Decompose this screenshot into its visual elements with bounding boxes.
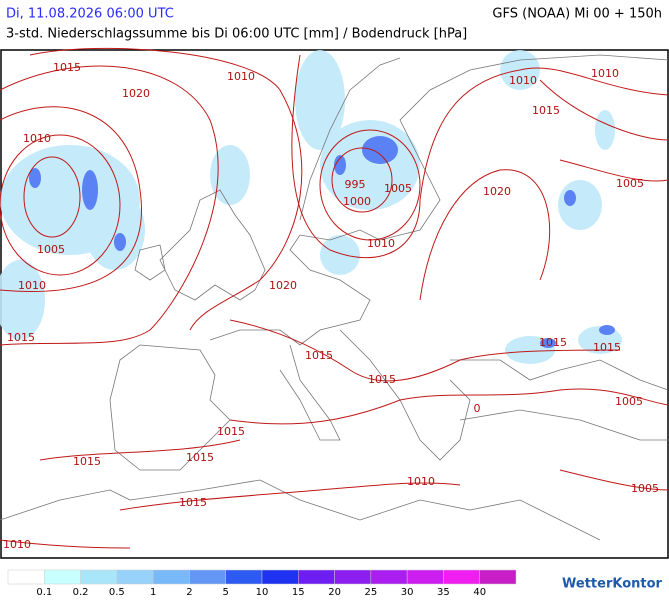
isobar-label: 1010	[23, 132, 51, 145]
isobar-label: 1015	[217, 425, 245, 438]
isobar-label: 1000	[343, 195, 371, 208]
legend-swatch	[225, 569, 263, 585]
header-model: GFS (NOAA) Mi 00 + 150h	[492, 7, 662, 22]
header-subtitle: 3-std. Niederschlagssumme bis Di 06:00 U…	[6, 27, 467, 42]
legend-swatch	[334, 569, 372, 585]
legend-label: 35	[437, 587, 450, 598]
legend-label: 0.1	[36, 587, 52, 598]
isobar-label: 1005	[616, 177, 644, 190]
isobar-label: 1005	[631, 482, 659, 495]
legend-swatch	[298, 569, 335, 585]
legend-swatch	[261, 569, 299, 585]
isobar-label: 1020	[483, 185, 511, 198]
legend: 0.1 0.2 0.5 1 2 5 10 15 20 25 30 35 40	[7, 569, 517, 598]
isobar-label: 1010	[367, 237, 395, 250]
isobar-label: 1010	[509, 74, 537, 87]
legend-label: 25	[364, 587, 377, 598]
legend-label: 15	[292, 587, 305, 598]
isobar-label: 995	[345, 178, 366, 191]
legend-label: 20	[328, 587, 341, 598]
legend-swatch	[370, 569, 408, 585]
legend-label: 10	[256, 587, 269, 598]
legend-label: 5	[223, 587, 229, 598]
isobar-label: 1020	[269, 279, 297, 292]
isobar-label: 1010	[18, 279, 46, 292]
legend-swatch	[7, 569, 45, 585]
legend-swatch	[479, 569, 517, 585]
map-area: 1015 1010 1020 1010 1005 1010 1015 1010 1010 1015…	[0, 47, 669, 559]
legend-swatch	[406, 569, 444, 585]
legend-label: 0.5	[109, 587, 125, 598]
isobar-label: 0	[474, 402, 481, 415]
precipitation-heavy	[29, 136, 615, 348]
isobar-label: 1010	[591, 67, 619, 80]
legend-label: 30	[401, 587, 414, 598]
legend-label: 40	[473, 587, 486, 598]
legend-label: 0.2	[73, 587, 89, 598]
legend-swatch	[116, 569, 154, 585]
isobar-label: 1015	[368, 373, 396, 386]
isobar-label: 1005	[615, 395, 643, 408]
isobar-label: 1005	[384, 182, 412, 195]
isobars	[0, 47, 669, 549]
coastlines	[0, 54, 669, 541]
isobar-label: 1015	[539, 336, 567, 349]
isobar-label: 1010	[407, 475, 435, 488]
isobar-label: 1015	[53, 61, 81, 74]
isobar-label: 1015	[73, 455, 101, 468]
legend-label: 1	[150, 587, 156, 598]
isobar-label: 1010	[227, 70, 255, 83]
logo: WetterKontor	[562, 577, 663, 592]
legend-swatch	[443, 569, 480, 585]
isobar-labels: 1015 1010 1020 1010 1005 1010 1015 1010 1010 1015…	[3, 61, 659, 551]
isobar-label: 1015	[179, 496, 207, 509]
header-datetime: Di, 11.08.2026 06:00 UTC	[6, 7, 174, 22]
legend-swatch	[80, 569, 118, 585]
isobar-label: 1015	[593, 341, 621, 354]
isobar-label: 1015	[186, 451, 214, 464]
legend-swatch	[44, 569, 81, 585]
isobar-label: 1015	[532, 104, 560, 117]
legend-swatch	[152, 569, 190, 585]
isobar-label: 1005	[37, 243, 65, 256]
isobar-label: 1015	[7, 331, 35, 344]
isobar-label: 1015	[305, 349, 333, 362]
legend-label: 2	[186, 587, 192, 598]
isobar-label: 1020	[122, 87, 150, 100]
legend-swatch	[189, 569, 226, 585]
isobar-label: 1010	[3, 538, 31, 551]
